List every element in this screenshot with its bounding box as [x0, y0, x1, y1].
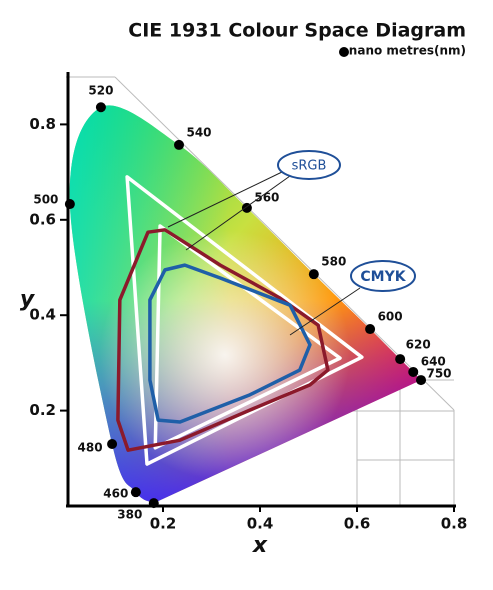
- cmyk-annotation: CMYK: [289, 260, 416, 336]
- wavelength-label: 380: [117, 508, 142, 522]
- legend-label: nano metres(nm): [349, 44, 466, 58]
- y-tick-label: 0.4: [29, 306, 56, 324]
- y-axis-label: y: [20, 287, 36, 312]
- wavelength-label: 750: [426, 367, 451, 381]
- wavelength-point: [408, 366, 419, 377]
- wavelength-label: 580: [321, 255, 346, 269]
- x-tick-label: 0.6: [344, 515, 371, 533]
- srgb-annotation: sRGB: [167, 150, 341, 251]
- legend-marker: [339, 47, 349, 57]
- gamut-outline: [116, 228, 330, 452]
- wavelength-label: 520: [88, 84, 113, 98]
- wavelength-point: [416, 375, 427, 386]
- y-tick-label: 0.2: [29, 401, 56, 419]
- x-tick-label: 0.8: [441, 515, 468, 533]
- chart-title: CIE 1931 Colour Space Diagram: [128, 20, 466, 42]
- wavelength-point: [365, 324, 376, 335]
- wavelength-label: 480: [78, 440, 103, 454]
- wavelength-label: 620: [406, 338, 431, 352]
- wavelength-label: 600: [378, 310, 403, 324]
- wavelength-label: 540: [186, 125, 211, 139]
- x-tick-label: 0.4: [247, 515, 274, 533]
- wavelength-label: 640: [421, 354, 446, 368]
- y-tick-label: 0.6: [29, 210, 56, 228]
- wavelength-point: [95, 102, 106, 113]
- wavelength-point: [64, 199, 75, 210]
- wavelength-point: [130, 487, 141, 498]
- wavelength-point: [174, 139, 185, 150]
- gamut-outline: [153, 224, 342, 450]
- wavelength-point: [107, 438, 118, 449]
- gamut-outline: [148, 263, 312, 424]
- wavelength-label: 500: [33, 193, 58, 207]
- wavelength-label: 560: [254, 190, 279, 204]
- wavelength-label: 460: [103, 487, 128, 501]
- annotation-label: sRGB: [292, 159, 327, 174]
- x-tick-label: 0.2: [150, 515, 177, 533]
- x-axis-label: x: [252, 533, 268, 558]
- wavelength-point: [395, 354, 406, 365]
- y-tick-label: 0.8: [29, 115, 56, 133]
- wavelength-point: [308, 269, 319, 280]
- gamut-outline: [125, 175, 364, 466]
- annotation-label: CMYK: [360, 269, 406, 285]
